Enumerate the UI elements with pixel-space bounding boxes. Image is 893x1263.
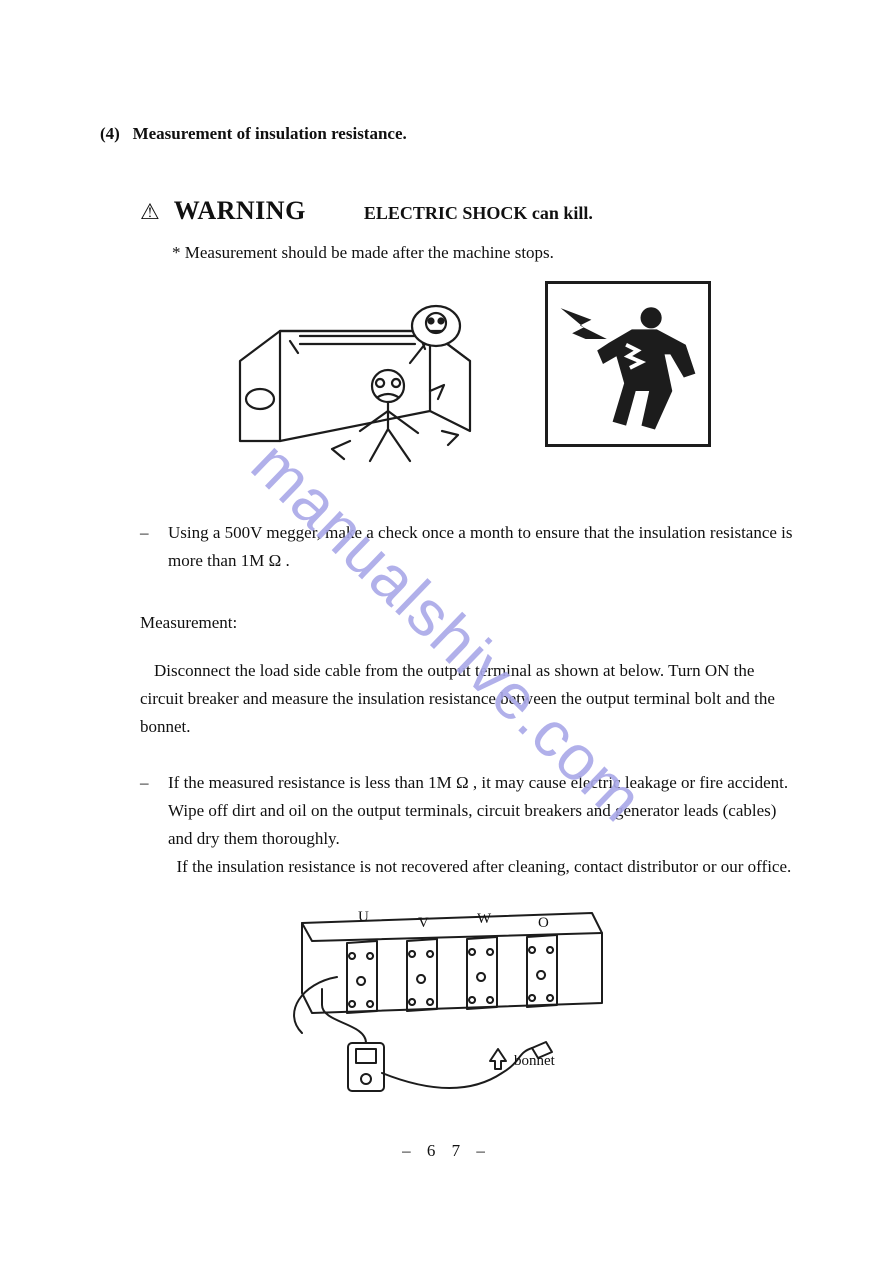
bullet-dash-icon: – — [140, 519, 154, 575]
section-number: (4) — [100, 124, 120, 143]
document-page: manualshive.com (4) Measurement of insul… — [0, 0, 893, 1263]
warning-label: WARNING — [174, 190, 306, 233]
warning-headline: ELECTRIC SHOCK can kill. — [364, 199, 593, 229]
bullet-dash-icon: – — [140, 769, 154, 881]
page-number: – 6 7 – — [0, 1137, 893, 1165]
bullet-paragraph-2: – If the measured resistance is less tha… — [140, 769, 793, 881]
terminal-label-w: W — [477, 911, 492, 927]
paragraph-3-group: If the measured resistance is less than … — [168, 769, 793, 881]
section-title-text: Measurement of insulation resistance. — [133, 124, 407, 143]
paragraph-3a-text: If the measured resistance is less than … — [168, 773, 788, 848]
electric-shock-pictogram — [545, 281, 711, 447]
terminal-label-u: U — [358, 909, 369, 925]
illustration-row — [220, 281, 793, 481]
warning-icon: ⚠ — [140, 201, 160, 223]
warning-note: * Measurement should be made after the m… — [172, 239, 793, 267]
section-heading: (4) Measurement of insulation resistance… — [100, 120, 793, 148]
paragraph-2-text: Disconnect the load side cable from the … — [140, 657, 793, 741]
paragraph-3b-text: If the insulation resistance is not reco… — [177, 857, 792, 876]
bullet-paragraph-1: – Using a 500V megger, make a check once… — [140, 519, 793, 575]
terminal-diagram: U V W O bonnet — [262, 893, 632, 1108]
terminal-label-v: V — [418, 915, 429, 931]
warning-header: ⚠ WARNING ELECTRIC SHOCK can kill. — [140, 190, 793, 233]
terminal-label-o: O — [538, 915, 549, 931]
paragraph-1-text: Using a 500V megger, make a check once a… — [168, 519, 793, 575]
bonnet-callout: bonnet — [514, 1053, 556, 1069]
measurement-subheading: Measurement: — [140, 609, 793, 637]
machine-cartoon-illustration — [220, 281, 495, 481]
